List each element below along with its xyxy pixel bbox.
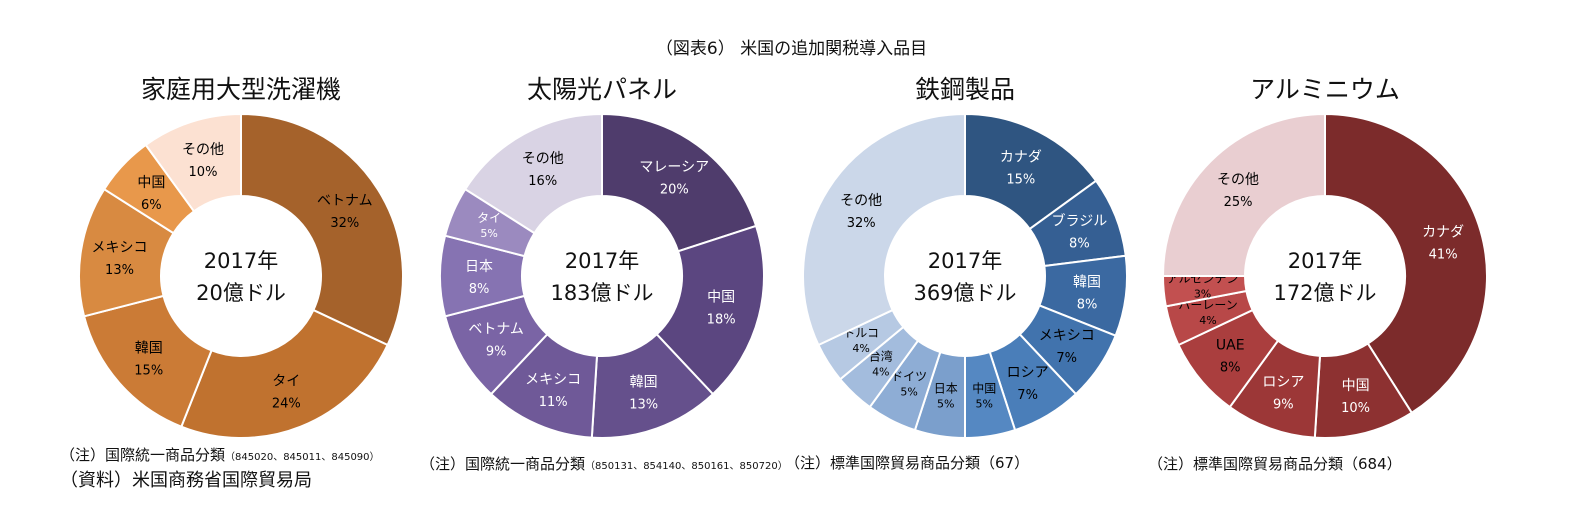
slice-value-label: 3%	[1194, 288, 1211, 301]
slice-value-label: 11%	[539, 395, 568, 410]
slice-value-label: 4%	[872, 366, 889, 379]
slice-value-label: 32%	[847, 216, 876, 231]
slice-label: 日本	[465, 259, 493, 275]
slice-value-label: 5%	[937, 397, 954, 410]
slice-label: 日本	[934, 381, 958, 395]
slice-value-label: 4%	[852, 342, 869, 355]
slice-value-label: 10%	[1341, 401, 1370, 416]
chart-title-solar: 太陽光パネル	[526, 75, 677, 104]
slice-value-label: 15%	[1006, 172, 1035, 187]
slice-value-label: 7%	[1017, 388, 1038, 403]
slice-label: UAE	[1216, 337, 1245, 353]
slice-label: 韓国	[1073, 274, 1101, 290]
chart2-note: （注）国際統一商品分類（850131、854140、850161、850720）	[420, 453, 788, 474]
donut-chart-4: カナダ41%中国10%ロシア9%UAE8%バーレーン4%アルゼンチン3%その他2…	[1161, 112, 1488, 439]
slice-その他	[1161, 112, 1326, 277]
slice-value-label: 41%	[1429, 248, 1458, 263]
center-label: 172億ドル	[1273, 281, 1376, 305]
chart-title-washers: 家庭用大型洗濯機	[140, 75, 341, 104]
chart2-note-text: （注）国際統一商品分類	[420, 455, 586, 473]
slice-label: 台湾	[869, 349, 893, 364]
slice-label: ロシア	[1262, 375, 1304, 391]
slice-label: ロシア	[1007, 365, 1049, 381]
slice-value-label: 9%	[486, 345, 507, 360]
chart-title-aluminum: アルミニウム	[1250, 75, 1400, 104]
slice-label: メキシコ	[1039, 328, 1095, 344]
slice-value-label: 9%	[1273, 398, 1294, 413]
slice-value-label: 25%	[1224, 195, 1253, 210]
slice-value-label: 8%	[1069, 237, 1090, 252]
chart4-note: （注）標準国際貿易商品分類（684）	[1148, 455, 1402, 473]
slice-タイ	[180, 308, 389, 439]
slice-value-label: 16%	[528, 174, 557, 189]
slice-label: その他	[840, 193, 882, 209]
slice-label: 中国	[1342, 378, 1370, 394]
slice-label: タイ	[272, 373, 300, 389]
slice-label: タイ	[477, 211, 501, 225]
slice-label: ベトナム	[317, 193, 373, 209]
slice-label: メキシコ	[525, 372, 581, 388]
slice-value-label: 15%	[134, 363, 163, 378]
slice-label: ブラジル	[1051, 213, 1107, 230]
slice-label: その他	[522, 151, 564, 167]
slice-マレーシア	[601, 112, 758, 253]
slice-label: 中国	[972, 380, 996, 395]
slice-value-label: 24%	[272, 396, 301, 411]
slice-label: カナダ	[1000, 149, 1042, 165]
slice-value-label: 5%	[900, 386, 917, 399]
chart2-note-codes: （850131、854140、850161、850720）	[585, 461, 788, 472]
chart1-note-text: （注）国際統一商品分類	[60, 446, 226, 464]
slice-label: 韓国	[135, 340, 163, 356]
chart3-note: （注）標準国際貿易商品分類（67）	[785, 454, 1030, 472]
slice-label: 中国	[707, 290, 735, 306]
center-label: 183億ドル	[550, 281, 653, 305]
chart1-source: （資料）米国商務省国際貿易局	[60, 470, 312, 491]
slice-value-label: 20%	[660, 182, 689, 197]
slice-カナダ	[1324, 112, 1488, 415]
slice-value-label: 10%	[189, 165, 218, 180]
slice-value-label: 5%	[480, 227, 497, 240]
center-label: 2017年	[928, 249, 1002, 273]
slice-value-label: 18%	[707, 313, 736, 328]
slice-value-label: 13%	[105, 263, 134, 278]
donut-chart-3: カナダ 15% ブラジル 8% 韓国 8% メキシコ 7% ロシア 7% 中国 5% 日本 5% ドイツ 5%…	[802, 112, 1128, 440]
center-label: 20億ドル	[196, 281, 286, 305]
donut-chart-1: ベトナム 32% タイ 24% 韓国 15% メキシコ 13% 中国 6% その他 10% 2017年 2…	[78, 112, 404, 439]
slice-ベトナム	[240, 112, 404, 347]
slice-label: その他	[1217, 172, 1259, 188]
chart1-note-codes: （845020、845011、845090）	[225, 452, 380, 463]
slice-value-label: 13%	[629, 398, 658, 413]
slice-value-label: 7%	[1056, 351, 1077, 366]
slice-label: カナダ	[1422, 225, 1464, 241]
slice-label: 韓国	[630, 375, 658, 391]
slice-value-label: 8%	[469, 282, 490, 297]
slice-label: ベトナム	[468, 322, 524, 338]
center-label: 369億ドル	[913, 281, 1016, 305]
slice-label: 中国	[137, 175, 165, 191]
center-label: 2017年	[204, 249, 278, 273]
slice-value-label: 32%	[330, 216, 359, 231]
slice-中国	[655, 224, 765, 396]
slice-label: ドイツ	[891, 370, 927, 384]
slice-その他	[463, 112, 603, 235]
slice-label: マレーシア	[639, 159, 709, 175]
slice-value-label: 4%	[1199, 314, 1216, 327]
slice-value-label: 8%	[1077, 297, 1098, 312]
center-label: 2017年	[1288, 249, 1362, 273]
slice-その他	[802, 112, 966, 347]
chart-title-steel: 鉄鋼製品	[914, 75, 1015, 104]
center-label: 2017年	[565, 249, 639, 273]
slice-label: その他	[182, 142, 224, 158]
figure-title: （図表6） 米国の追加関税導入品目	[655, 39, 928, 59]
slice-その他	[144, 112, 242, 213]
chart1-note: （注）国際統一商品分類（845020、845011、845090）	[60, 444, 380, 465]
donut-chart-2: マレーシア 20% 中国 18% 韓国 13% メキシコ 11% ベトナム 9% 日本 8% タイ 5% そ…	[439, 112, 765, 439]
slice-label: メキシコ	[92, 240, 148, 256]
slice-value-label: 6%	[141, 198, 162, 213]
slice-value-label: 8%	[1220, 360, 1241, 375]
slice-value-label: 5%	[976, 397, 993, 410]
